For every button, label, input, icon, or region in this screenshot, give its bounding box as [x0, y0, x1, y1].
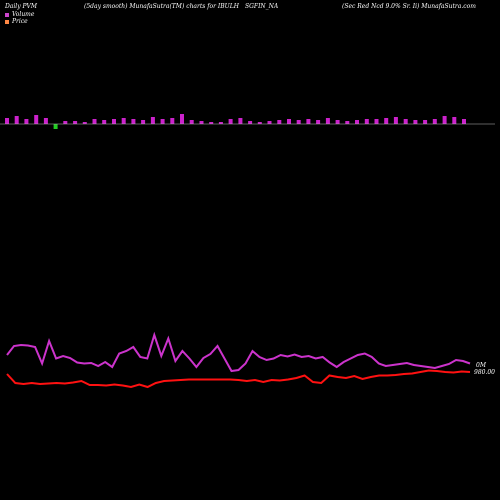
volume-bar	[34, 115, 39, 124]
legend-volume: Volume	[5, 11, 34, 18]
volume-bar	[384, 118, 389, 124]
volume-bar	[287, 119, 291, 124]
volume-bar	[403, 119, 408, 124]
volume-bar	[335, 120, 340, 124]
volume-bar	[393, 117, 398, 124]
price-swatch	[5, 19, 9, 24]
volume-bar	[209, 122, 214, 124]
volume-bar	[355, 120, 359, 124]
volume-bar	[73, 121, 78, 124]
volume-bar	[180, 114, 184, 124]
volume-bar	[267, 121, 272, 124]
volume-bar	[53, 124, 58, 129]
volume-bar	[5, 118, 9, 124]
volume-bar	[141, 120, 146, 124]
volume-bar	[452, 117, 457, 124]
volume-bars	[5, 114, 466, 129]
volume-bar	[228, 119, 233, 124]
volume-bar	[423, 120, 428, 124]
volume-bar	[374, 119, 379, 124]
volume-bar	[24, 119, 29, 124]
volume-bar	[442, 116, 447, 124]
volume-bar	[306, 119, 311, 124]
legend-price: Price	[5, 18, 28, 25]
volume-line	[6, 331, 471, 373]
volume-value-label: 0M	[476, 362, 487, 369]
volume-bar	[63, 121, 68, 124]
legend-volume-label: Volume	[12, 11, 35, 18]
volume-bar	[92, 119, 97, 124]
volume-bar	[345, 121, 350, 124]
volume-bar	[150, 117, 155, 124]
volume-bar	[131, 119, 136, 124]
chart-header-symbol: SGFIN_NA	[245, 3, 279, 10]
volume-bar	[43, 118, 48, 124]
volume-bar	[413, 120, 418, 124]
volume-swatch	[5, 12, 9, 17]
volume-bar	[218, 122, 223, 124]
volume-bar	[112, 119, 116, 124]
volume-bar	[248, 121, 253, 124]
legend-price-label: Price	[12, 18, 28, 25]
volume-bar	[189, 120, 194, 124]
volume-bar	[102, 120, 107, 124]
volume-bar	[121, 118, 126, 124]
volume-bar	[296, 120, 301, 124]
chart-header-right: (Sec Red Ncd 9.0% Sr. Ii) MunafaSutra.co…	[342, 3, 476, 10]
volume-bar	[432, 119, 437, 124]
volume-bar	[462, 119, 466, 124]
price-line	[6, 369, 471, 389]
volume-bar	[277, 120, 282, 124]
volume-bar	[257, 122, 262, 124]
chart-header-title: (5day smooth) MunafaSutra(TM) charts for…	[84, 3, 239, 10]
volume-bar	[325, 118, 330, 124]
volume-bar	[14, 116, 19, 124]
volume-bar	[316, 120, 321, 124]
volume-bar	[170, 118, 175, 124]
chart-header-left: Daily PVM	[5, 3, 38, 10]
volume-bar	[199, 121, 204, 124]
volume-bar	[160, 119, 165, 124]
price-value-label: 980.00	[474, 369, 495, 376]
volume-bar	[364, 119, 369, 124]
volume-bar	[238, 118, 243, 124]
volume-bar	[82, 122, 87, 124]
